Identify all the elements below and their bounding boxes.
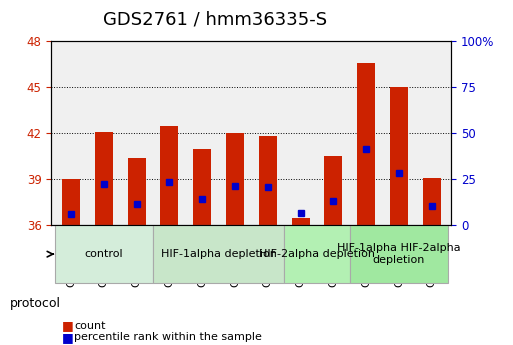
Text: protocol: protocol bbox=[10, 297, 61, 310]
Bar bbox=[161, 126, 179, 225]
FancyBboxPatch shape bbox=[153, 225, 284, 283]
Bar bbox=[128, 158, 146, 225]
FancyBboxPatch shape bbox=[284, 225, 350, 283]
Text: HIF-1alpha depletion: HIF-1alpha depletion bbox=[161, 249, 277, 259]
Text: ■: ■ bbox=[62, 331, 73, 344]
Text: control: control bbox=[85, 249, 123, 259]
Bar bbox=[193, 149, 211, 225]
Text: GDS2761 / hmm36335-S: GDS2761 / hmm36335-S bbox=[104, 10, 327, 28]
Text: percentile rank within the sample: percentile rank within the sample bbox=[74, 333, 262, 342]
Bar bbox=[423, 178, 441, 225]
FancyBboxPatch shape bbox=[350, 225, 448, 283]
Bar bbox=[62, 179, 80, 225]
Bar bbox=[95, 132, 113, 225]
FancyBboxPatch shape bbox=[54, 225, 153, 283]
Bar bbox=[390, 87, 408, 225]
Text: count: count bbox=[74, 321, 106, 331]
Text: HIF-2alpha depletion: HIF-2alpha depletion bbox=[259, 249, 375, 259]
Bar bbox=[324, 156, 342, 225]
Text: ■: ■ bbox=[62, 319, 73, 333]
Text: HIF-1alpha HIF-2alpha
depletion: HIF-1alpha HIF-2alpha depletion bbox=[337, 243, 461, 265]
Bar bbox=[259, 136, 277, 225]
Bar bbox=[357, 63, 375, 225]
Bar bbox=[226, 134, 244, 225]
Bar bbox=[291, 218, 309, 225]
